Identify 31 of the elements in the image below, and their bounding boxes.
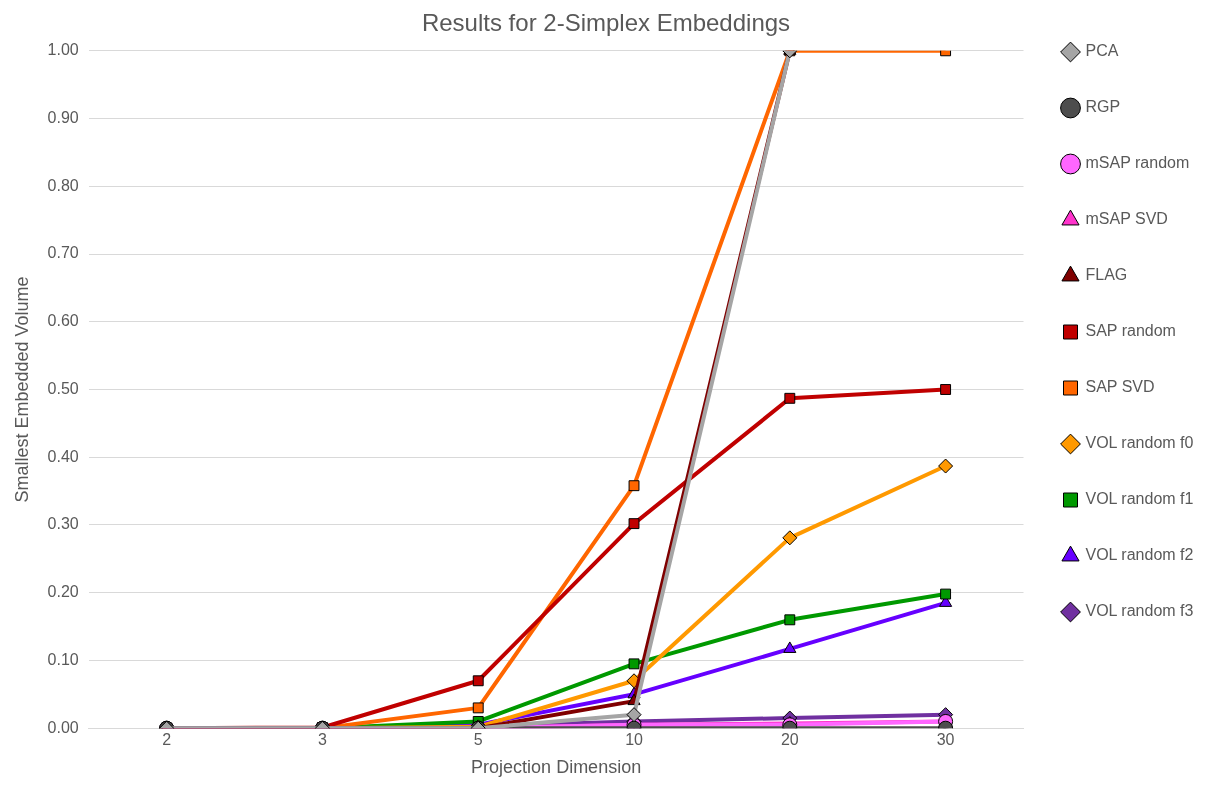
x-tick-label: 10	[625, 731, 644, 749]
y-tick-label: 0.70	[47, 244, 79, 262]
x-tick-label: 2	[162, 731, 172, 749]
x-tick-label: 30	[936, 731, 955, 749]
y-tick-label: 0.50	[47, 379, 79, 397]
legend-label: VOL random f0	[1085, 434, 1194, 452]
y-tick-label: 0.10	[47, 650, 79, 668]
y-tick-label: 0.00	[47, 718, 79, 736]
y-tick-label: 0.20	[47, 583, 79, 601]
y-tick-label: 1.00	[47, 41, 79, 59]
y-tick-label: 0.80	[47, 176, 79, 194]
x-axis-title: Projection Dimension	[471, 757, 642, 778]
legend-label: VOL random f3	[1085, 602, 1194, 620]
legend-label: mSAP SVD	[1085, 210, 1168, 228]
legend-label: FLAG	[1085, 266, 1128, 284]
y-axis-title: Smallest Embedded Volume	[11, 276, 32, 503]
x-tick-label: 5	[473, 731, 483, 749]
y-tick-label: 0.30	[47, 515, 79, 533]
x-tick-label: 20	[780, 731, 799, 749]
y-tick-label: 0.40	[47, 447, 79, 465]
legend-label: SAP random	[1085, 322, 1176, 340]
legend-label: VOL random f2	[1085, 546, 1194, 564]
y-tick-label: 0.90	[47, 108, 79, 126]
legend-label: SAP SVD	[1085, 378, 1155, 396]
legend-label: PCA	[1085, 42, 1119, 60]
legend-label: mSAP random	[1085, 154, 1190, 172]
x-tick-label: 3	[317, 731, 327, 749]
chart-title: Results for 2-Simplex Embeddings	[421, 9, 791, 37]
legend-label: VOL random f1	[1085, 490, 1194, 508]
legend-label: RGP	[1085, 98, 1121, 116]
y-tick-label: 0.60	[47, 312, 79, 330]
